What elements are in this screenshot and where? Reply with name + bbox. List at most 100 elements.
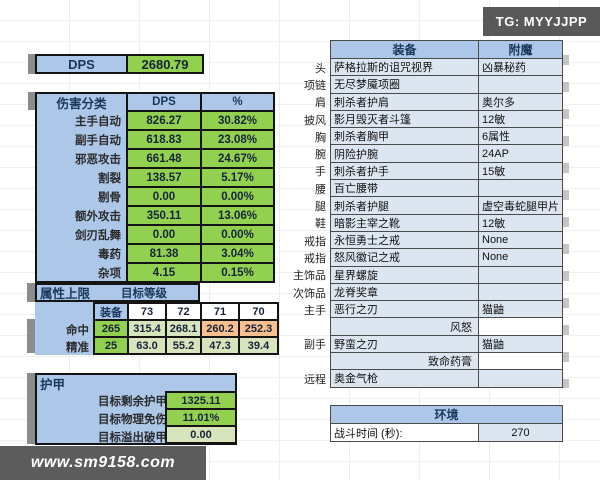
damage-pct-value: 0.15% <box>202 264 273 281</box>
damage-category-label: 杂项 <box>98 267 121 280</box>
attribute-cap-row-labels: 命中 精准 <box>35 302 93 355</box>
equip-item-cell[interactable]: 阴险护腕 <box>331 145 478 162</box>
armor-row-label: 目标剩余护甲 <box>98 396 167 408</box>
damage-pct-value: 13.06% <box>202 207 273 224</box>
equip-enchant-cell[interactable]: 12敏 <box>479 110 562 128</box>
equipment-enchant-header: 附魔 <box>479 41 562 58</box>
damage-category-label: 额外攻击 <box>75 210 121 223</box>
damage-category-label: 邪恶攻击 <box>75 153 121 166</box>
equip-enchant-cell[interactable] <box>479 76 562 93</box>
equip-enchant-cell[interactable] <box>479 180 562 197</box>
equip-enchant-cell[interactable]: 奥尔多 <box>479 93 562 110</box>
damage-category-label: 毒药 <box>98 248 121 261</box>
environment-section: 环境 战斗时间 (秒): 270 <box>330 405 563 442</box>
equip-enchant-cell[interactable] <box>479 353 562 370</box>
equip-item-cell[interactable]: 刺杀者护手 <box>331 162 478 180</box>
combat-time-value[interactable]: 270 <box>479 424 562 441</box>
equip-item-cell[interactable]: 野蛮之刃 <box>331 335 478 353</box>
equip-item-cell[interactable]: 恶行之刃 <box>331 301 478 318</box>
damage-dps-value: 0.00 <box>128 188 200 205</box>
equip-item-cell[interactable]: 刺杀者胸甲 <box>331 128 478 145</box>
equip-item-cell[interactable]: 百亡腰带 <box>331 180 478 197</box>
damage-pct-value: 30.82% <box>202 112 273 129</box>
damage-category-label: 副手自动 <box>75 134 121 147</box>
dps-label: DPS <box>37 56 126 72</box>
damage-pct-header: % <box>202 94 273 110</box>
equip-enchant-cell[interactable]: 6属性 <box>479 128 562 145</box>
dps-summary: DPS 2680.79 <box>35 54 204 74</box>
equip-item-cell[interactable]: 无尽梦魇项圈 <box>331 76 478 93</box>
hit-cap-value: 268.1 <box>167 321 200 336</box>
damage-category-column: 伤害分类 主手自动 副手自动 邪恶攻击 割裂 剔骨 额外攻击 剑刃乱舞 毒药 杂… <box>37 94 126 281</box>
armor-values: 1325.11 11.01% 0.00 <box>165 391 237 444</box>
slot-label: 头 <box>315 62 326 75</box>
damage-dps-header: DPS <box>128 94 200 110</box>
clipped-column-artifact <box>28 54 35 74</box>
equip-enchant-cell[interactable]: None <box>479 231 562 249</box>
windfury-cell[interactable]: 风怒 <box>331 318 478 335</box>
equip-item-cell[interactable]: 星界螺旋 <box>331 266 478 283</box>
damage-category-label: 割裂 <box>98 172 121 185</box>
damage-dps-value: 661.48 <box>128 150 200 167</box>
damage-dps-value: 4.15 <box>128 264 200 281</box>
damage-pct-value: 24.67% <box>202 150 273 167</box>
equip-enchant-cell[interactable]: 12敏 <box>479 214 562 231</box>
expertise-label: 精准 <box>66 341 89 354</box>
equip-enchant-cell[interactable] <box>479 283 562 301</box>
clipped-column-artifact <box>563 55 569 388</box>
equip-item-cell[interactable]: 刺杀者护腿 <box>331 197 478 214</box>
damage-breakdown-table: 伤害分类 主手自动 副手自动 邪恶攻击 割裂 剔骨 额外攻击 剑刃乱舞 毒药 杂… <box>35 92 275 283</box>
slot-label: 鞋 <box>315 218 326 231</box>
equip-enchant-cell[interactable] <box>479 318 562 335</box>
hit-gear-value[interactable]: 265 <box>95 321 127 336</box>
level-header: 72 <box>167 304 200 319</box>
equip-item-cell[interactable]: 暗影主宰之靴 <box>331 214 478 231</box>
damage-dps-value: 618.83 <box>128 131 200 148</box>
damage-dps-value: 350.11 <box>128 207 200 224</box>
slot-label: 胸 <box>315 131 326 144</box>
deadly-poison-cell[interactable]: 致命药膏 <box>331 353 478 370</box>
slot-label: 披风 <box>304 114 326 127</box>
equip-item-cell[interactable]: 奥金气枪 <box>331 370 478 387</box>
slot-label <box>288 353 328 370</box>
equip-item-cell[interactable]: 萨格拉斯的诅咒视界 <box>331 59 478 76</box>
equip-enchant-cell[interactable]: 24AP <box>479 145 562 162</box>
equip-item-cell[interactable]: 龙脊奖章 <box>331 283 478 301</box>
equip-enchant-cell[interactable] <box>479 370 562 387</box>
armor-title: 护甲 <box>40 378 66 392</box>
equip-enchant-cell[interactable]: 猫鼬 <box>479 335 562 353</box>
equip-item-cell[interactable]: 影月毁灭者斗篷 <box>331 110 478 128</box>
clipped-column-artifact <box>27 373 35 444</box>
slot-label: 远程 <box>304 373 326 386</box>
equip-enchant-cell[interactable] <box>479 266 562 283</box>
slot-label: 手 <box>315 166 326 179</box>
equip-item-cell[interactable]: 怒风徽记之戒 <box>331 249 478 266</box>
damage-pct-value: 23.08% <box>202 131 273 148</box>
slot-label: 腕 <box>315 149 326 162</box>
equip-item-cell[interactable]: 刺杀者护肩 <box>331 93 478 110</box>
equip-enchant-cell[interactable]: 15敏 <box>479 162 562 180</box>
slot-label <box>288 318 328 335</box>
level-header: 70 <box>240 304 277 319</box>
slot-label: 肩 <box>315 97 326 110</box>
damage-values-grid: DPS % 826.27 30.82% 618.83 23.08% 661.48… <box>128 94 273 281</box>
attribute-cap-grid: 装备 73 72 71 70 265 315.4 268.1 260.2 252… <box>93 302 279 355</box>
damage-dps-value: 81.38 <box>128 245 200 262</box>
expertise-gear-value[interactable]: 25 <box>95 338 127 353</box>
cap-blank <box>35 304 93 321</box>
equip-enchant-cell[interactable]: 猫鼬 <box>479 301 562 318</box>
equipment-gear-header: 装备 <box>331 41 478 58</box>
equip-enchant-cell[interactable]: None <box>479 249 562 266</box>
gear-column-header: 装备 <box>95 304 127 319</box>
hit-label: 命中 <box>66 324 89 337</box>
level-header: 73 <box>129 304 165 319</box>
equip-enchant-cell[interactable]: 虚空毒蛇腿甲片 <box>479 197 562 214</box>
hit-cap-value: 315.4 <box>129 321 165 336</box>
equip-item-cell[interactable]: 永恒勇士之戒 <box>331 231 478 249</box>
equip-enchant-cell[interactable]: 凶暴秘药 <box>479 59 562 76</box>
expertise-cap-value: 47.3 <box>202 338 238 353</box>
armor-row-label: 目标物理免伤 <box>98 414 167 426</box>
slot-label: 主饰品 <box>293 270 326 283</box>
clipped-column-artifact <box>28 92 35 110</box>
